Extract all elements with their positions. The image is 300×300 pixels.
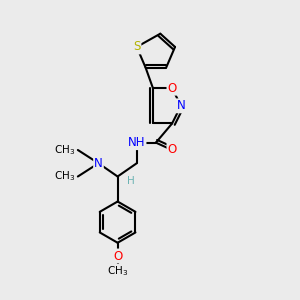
Text: N: N xyxy=(94,157,103,170)
Text: O: O xyxy=(113,250,122,262)
Text: S: S xyxy=(133,40,140,53)
Text: CH$_3$: CH$_3$ xyxy=(54,169,75,183)
Text: CH$_3$: CH$_3$ xyxy=(54,143,75,157)
Text: O: O xyxy=(167,143,177,157)
Text: CH$_3$: CH$_3$ xyxy=(107,264,128,278)
Text: NH: NH xyxy=(128,136,146,149)
Text: N: N xyxy=(176,99,185,112)
Text: O: O xyxy=(167,82,177,95)
Text: H: H xyxy=(127,176,135,186)
